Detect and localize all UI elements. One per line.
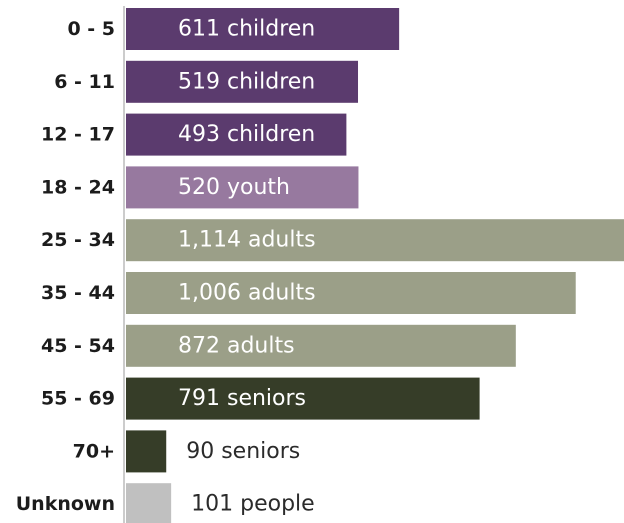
bar-value-label: 493 children: [178, 122, 315, 147]
category-label: 0 - 5: [67, 18, 115, 40]
bar-children: [126, 113, 347, 156]
bar-children: [126, 60, 359, 103]
category-label: 25 - 34: [41, 229, 115, 251]
bar-seniors: [126, 430, 167, 473]
bar-people: [126, 483, 172, 523]
bar-children: [126, 8, 400, 50]
bar-value-label: 520 youth: [178, 175, 290, 200]
bar-value-label: 90 seniors: [186, 439, 300, 464]
bar-adults: [126, 272, 576, 314]
category-label: Unknown: [16, 493, 115, 515]
bar-value-label: 611 children: [178, 17, 315, 42]
bar-value-label: 791 seniors: [178, 386, 306, 411]
bar-value-label: 872 adults: [178, 333, 295, 358]
category-label: 6 - 11: [54, 71, 115, 93]
bar-value-label: 1,006 adults: [178, 281, 316, 306]
bar-adults: [126, 324, 516, 367]
bar-value-label: 1,114 adults: [178, 228, 316, 253]
category-label: 35 - 44: [41, 282, 115, 304]
bars-group: 0 - 5 611 children 6 - 11 519 children 12 - …: [16, 8, 624, 523]
bar-seniors: [126, 377, 480, 420]
category-label: 45 - 54: [41, 335, 115, 357]
bar-value-label: 101 people: [191, 492, 315, 517]
bar-value-label: 519 children: [178, 69, 315, 94]
bar-youth: [126, 166, 359, 209]
bar-adults: [126, 219, 624, 262]
category-label: 18 - 24: [41, 176, 115, 198]
category-label: 12 - 17: [41, 124, 115, 146]
category-label: 55 - 69: [41, 388, 115, 410]
category-label: 70+: [73, 440, 115, 462]
